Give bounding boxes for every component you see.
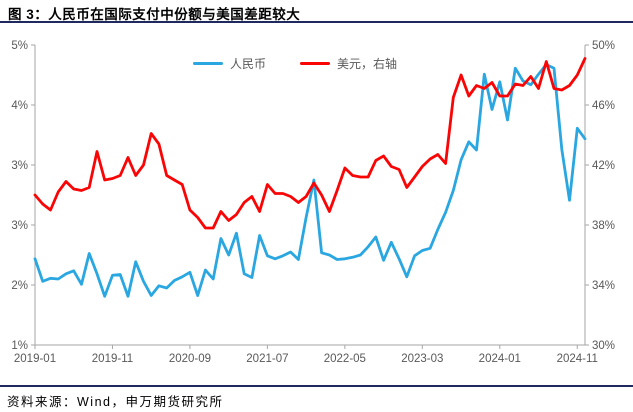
left-axis-tick-label: 3% (11, 160, 28, 172)
x-axis-tick-label: 2024-01 (479, 353, 521, 365)
x-axis-tick-label: 2024-11 (557, 353, 598, 365)
rmb-line-swatch-icon (192, 62, 223, 65)
right-axis-tick-label: 34% (592, 280, 615, 292)
rmb-series-line (33, 63, 587, 298)
right-axis-tick-label: 30% (592, 340, 615, 352)
x-axis-tick-label: 2021-07 (246, 353, 288, 365)
legend-label-usd: 美元，右轴 (337, 57, 398, 71)
right-axis-tick-label: 50% (592, 40, 615, 52)
left-axis-tick-label: 4% (11, 100, 28, 112)
legend-item-usd: 美元，右轴 (300, 55, 397, 72)
source-note: 资料来源：Wind，申万期货研究所 (7, 395, 224, 409)
legend-label-rmb: 人民币 (229, 57, 266, 71)
x-axis-tick-label: 2019-11 (92, 353, 133, 365)
left-axis-tick-label: 5% (11, 40, 28, 52)
chart-legend: 人民币 美元，右轴 (0, 55, 590, 72)
footer-divider (0, 385, 633, 387)
right-axis-tick-label: 42% (592, 160, 615, 172)
usd-line-swatch-icon (300, 62, 330, 65)
right-axis-tick-label: 46% (592, 100, 615, 112)
x-axis-tick-label: 2020-09 (169, 353, 211, 365)
x-axis-tick-label: 2023-03 (401, 353, 443, 365)
legend-item-rmb: 人民币 (192, 55, 266, 72)
left-axis-tick-label: 1% (11, 340, 28, 352)
title-divider (0, 21, 633, 23)
left-axis-tick-label: 2% (11, 280, 28, 292)
figure-title: 图 3：人民币在国际支付中份额与美国差距较大 (8, 7, 301, 22)
left-axis-tick-label: 3% (11, 220, 28, 232)
right-axis-tick-label: 38% (592, 220, 615, 232)
x-axis-tick-label: 2019-01 (14, 353, 56, 365)
x-axis-tick-label: 2022-05 (324, 353, 366, 365)
usd-series-line (33, 57, 587, 230)
